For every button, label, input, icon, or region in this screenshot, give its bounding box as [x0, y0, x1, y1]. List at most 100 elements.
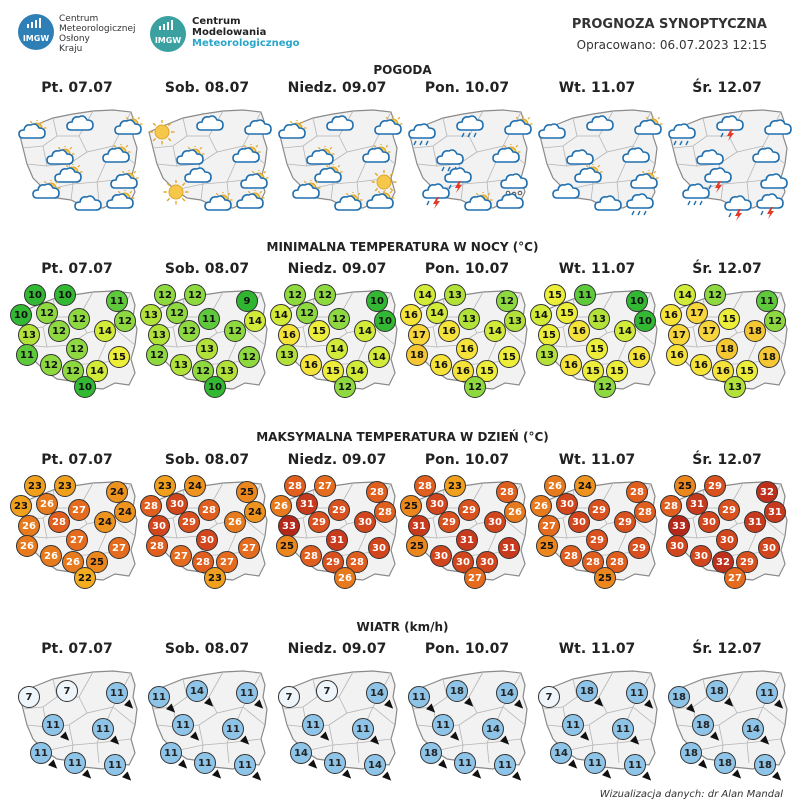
tmax-marker: 33	[278, 515, 300, 537]
tmin-marker: 13	[170, 354, 192, 376]
poland-map-tmax: 28 23 28 25 30 29 26 31 29 30 25 31 31 30 30 30 27	[400, 474, 531, 589]
day-label-weather: Niedz. 09.07	[287, 80, 387, 96]
day-label-wind: Niedz. 09.07	[287, 641, 387, 657]
day-label-weather: Sob. 08.07	[164, 80, 250, 96]
tmax-marker: 27	[464, 567, 486, 589]
logo-line: Modelowania	[192, 27, 267, 38]
day-label-tmax: Pt. 07.07	[41, 452, 113, 468]
badge-text: IMGW	[154, 35, 182, 45]
tmax-marker: 28	[496, 481, 518, 503]
tmin-marker: 12	[334, 376, 356, 398]
tmin-marker: 15	[538, 324, 560, 346]
day-label-tmin: Sob. 08.07	[164, 261, 250, 277]
wind-marker: 7	[316, 680, 338, 702]
tmax-marker: 30	[698, 511, 720, 533]
day-label-weather: Wt. 11.07	[558, 80, 636, 96]
tmax-marker: 28	[284, 475, 306, 497]
tmax-marker: 24	[114, 501, 136, 523]
tmin-marker: 16	[400, 304, 422, 326]
poland-map-tmin: 12 12 10 14 12 12 10 16 15 14 13 14 14 16 15 14 12	[270, 283, 401, 398]
tmin-marker: 12	[224, 320, 246, 342]
tmax-marker: 27	[538, 515, 560, 537]
poland-map-wind: 7 18 11 11 11 14 11 11	[533, 663, 661, 784]
wind-marker: 11	[584, 752, 606, 774]
tmin-marker: 15	[308, 320, 330, 342]
tmax-marker: 33	[668, 515, 690, 537]
tmin-marker: 12	[66, 338, 88, 360]
tmin-marker: 14	[426, 302, 448, 324]
wind-marker: 11	[562, 714, 584, 736]
tmin-marker: 10	[626, 290, 648, 312]
wind-marker: 11	[222, 718, 244, 740]
logo-line: Centrum	[59, 14, 99, 24]
tmax-marker: 25	[276, 535, 298, 557]
tmin-marker: 16	[666, 344, 688, 366]
wind-marker: 18	[706, 680, 728, 702]
tmax-marker: 31	[456, 529, 478, 551]
tmax-marker: 28	[626, 481, 648, 503]
tmin-marker: 14	[244, 310, 266, 332]
day-label-tmax: Niedz. 09.07	[287, 452, 387, 468]
tmin-marker: 17	[698, 320, 720, 342]
tmin-marker: 14	[530, 304, 552, 326]
tmin-marker: 18	[716, 338, 738, 360]
tmin-marker: 16	[278, 324, 300, 346]
logo-line: Kraju	[59, 44, 83, 54]
tmin-marker: 13	[140, 304, 162, 326]
wind-marker: 11	[172, 714, 194, 736]
tmin-marker: 12	[704, 284, 726, 306]
tmax-marker: 31	[764, 501, 786, 523]
wind-marker: 14	[290, 742, 312, 764]
day-label-tmax: Pon. 10.07	[424, 452, 510, 468]
wind-marker: 11	[408, 686, 430, 708]
tmax-marker: 29	[438, 511, 460, 533]
tmin-marker: 12	[184, 284, 206, 306]
poland-map-tmax: 25 29 32 28 31 29 31 33 30 31 30 30 30 30 32 29 27	[660, 474, 791, 589]
tmin-marker: 16	[560, 354, 582, 376]
poland-map-tmax: 23 23 24 23 26 27 24 26 28 24 26 27 27 26 26 25 22	[10, 474, 141, 589]
tmax-marker: 26	[36, 493, 58, 515]
tmax-marker: 29	[614, 511, 636, 533]
day-label-wind: Pon. 10.07	[424, 641, 510, 657]
tmax-marker: 23	[54, 475, 76, 497]
section-title-weather: POGODA	[373, 63, 432, 77]
tmax-marker: 28	[660, 495, 682, 517]
day-label-tmin: Pt. 07.07	[41, 261, 113, 277]
wind-marker: 7	[538, 686, 560, 708]
day-label-wind: Sob. 08.07	[164, 641, 250, 657]
tmin-marker: 12	[296, 302, 318, 324]
tmax-marker: 26	[504, 501, 526, 523]
tmin-marker: 12	[40, 354, 62, 376]
tmin-marker: 15	[606, 360, 628, 382]
tmin-marker: 13	[276, 344, 298, 366]
tmax-marker: 31	[686, 493, 708, 515]
wind-marker: 11	[624, 754, 646, 776]
tmax-marker: 24	[184, 475, 206, 497]
wind-marker: 18	[754, 754, 776, 776]
tmin-marker: 13	[18, 324, 40, 346]
wind-marker: 11	[30, 742, 52, 764]
tmin-marker: 13	[148, 324, 170, 346]
tmin-marker: 16	[628, 346, 650, 368]
tmax-marker: 28	[146, 535, 168, 557]
tmin-marker: 16	[438, 320, 460, 342]
tmax-marker: 27	[66, 529, 88, 551]
tmax-marker: 30	[426, 493, 448, 515]
wind-marker: 18	[680, 742, 702, 764]
tmin-marker: 11	[16, 344, 38, 366]
tmax-marker: 26	[40, 545, 62, 567]
poland-map-tmax: 26 24 28 26 30 29 28 27 30 29 25 29 29 28 28 28 25	[530, 474, 661, 589]
wind-marker: 11	[64, 752, 86, 774]
badge-text: IMGW	[22, 33, 50, 43]
tmax-marker: 30	[166, 493, 188, 515]
wind-marker: 18	[692, 714, 714, 736]
tmin-marker: 14	[674, 284, 696, 306]
tmax-marker: 27	[170, 545, 192, 567]
tmax-marker: 30	[476, 551, 498, 573]
wind-marker: 11	[194, 752, 216, 774]
wind-marker: 11	[626, 682, 648, 704]
section-title-wind: WIATR (km/h)	[356, 620, 449, 634]
wind-marker: 11	[236, 682, 258, 704]
tmin-marker: 14	[414, 284, 436, 306]
tmin-marker: 15	[498, 346, 520, 368]
